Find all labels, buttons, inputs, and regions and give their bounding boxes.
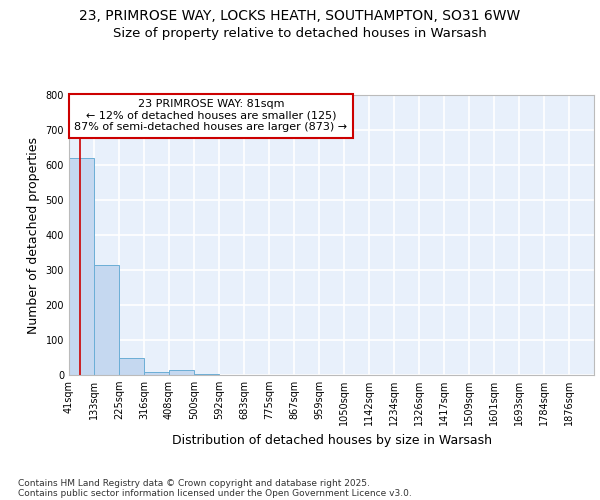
Bar [94, 265, 119, 375]
Text: Size of property relative to detached houses in Warsash: Size of property relative to detached ho… [113, 27, 487, 40]
Bar [144, 372, 169, 375]
Bar [169, 370, 194, 375]
Text: 23, PRIMROSE WAY, LOCKS HEATH, SOUTHAMPTON, SO31 6WW: 23, PRIMROSE WAY, LOCKS HEATH, SOUTHAMPT… [79, 8, 521, 22]
Text: 23 PRIMROSE WAY: 81sqm
← 12% of detached houses are smaller (125)
87% of semi-de: 23 PRIMROSE WAY: 81sqm ← 12% of detached… [74, 99, 347, 132]
X-axis label: Distribution of detached houses by size in Warsash: Distribution of detached houses by size … [172, 434, 491, 446]
Bar [119, 358, 144, 375]
Text: Contains public sector information licensed under the Open Government Licence v3: Contains public sector information licen… [18, 488, 412, 498]
Bar [194, 374, 219, 375]
Y-axis label: Number of detached properties: Number of detached properties [27, 136, 40, 334]
Text: Contains HM Land Registry data © Crown copyright and database right 2025.: Contains HM Land Registry data © Crown c… [18, 478, 370, 488]
Bar [69, 158, 94, 375]
